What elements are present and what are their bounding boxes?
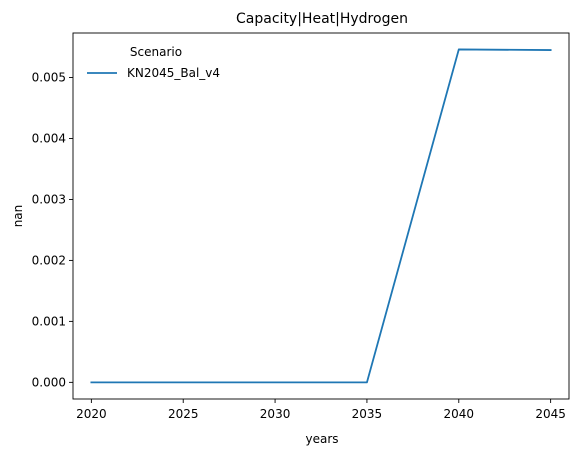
x-tick-label: 2020 xyxy=(76,407,107,421)
x-tick-label: 2025 xyxy=(168,407,199,421)
series-layer xyxy=(90,48,552,384)
x-axis: 2020 2025 2030 2035 2040 2045 xyxy=(76,399,566,421)
y-tick-label: 0.005 xyxy=(32,71,66,85)
y-tick-label: 0.000 xyxy=(32,375,66,389)
series-line xyxy=(90,48,552,384)
x-tick-label: 2030 xyxy=(260,407,291,421)
y-tick-label: 0.002 xyxy=(32,253,66,267)
chart-title: Capacity|Heat|Hydrogen xyxy=(236,11,408,27)
plot-area-frame xyxy=(72,32,570,400)
y-axis: 0.000 0.001 0.002 0.003 0.004 0.005 xyxy=(32,71,73,389)
x-tick-label: 2040 xyxy=(444,407,475,421)
y-axis-label: nan xyxy=(11,205,25,228)
legend-title: Scenario xyxy=(130,45,182,59)
x-tick-label: 2035 xyxy=(352,407,383,421)
x-tick-label: 2045 xyxy=(535,407,566,421)
y-tick-label: 0.003 xyxy=(32,192,66,206)
x-axis-label: years xyxy=(305,432,338,446)
legend: Scenario KN2045_Bal_v4 xyxy=(87,45,220,80)
legend-label: KN2045_Bal_v4 xyxy=(127,66,220,80)
y-tick-label: 0.001 xyxy=(32,314,66,328)
y-tick-label: 0.004 xyxy=(32,131,66,145)
